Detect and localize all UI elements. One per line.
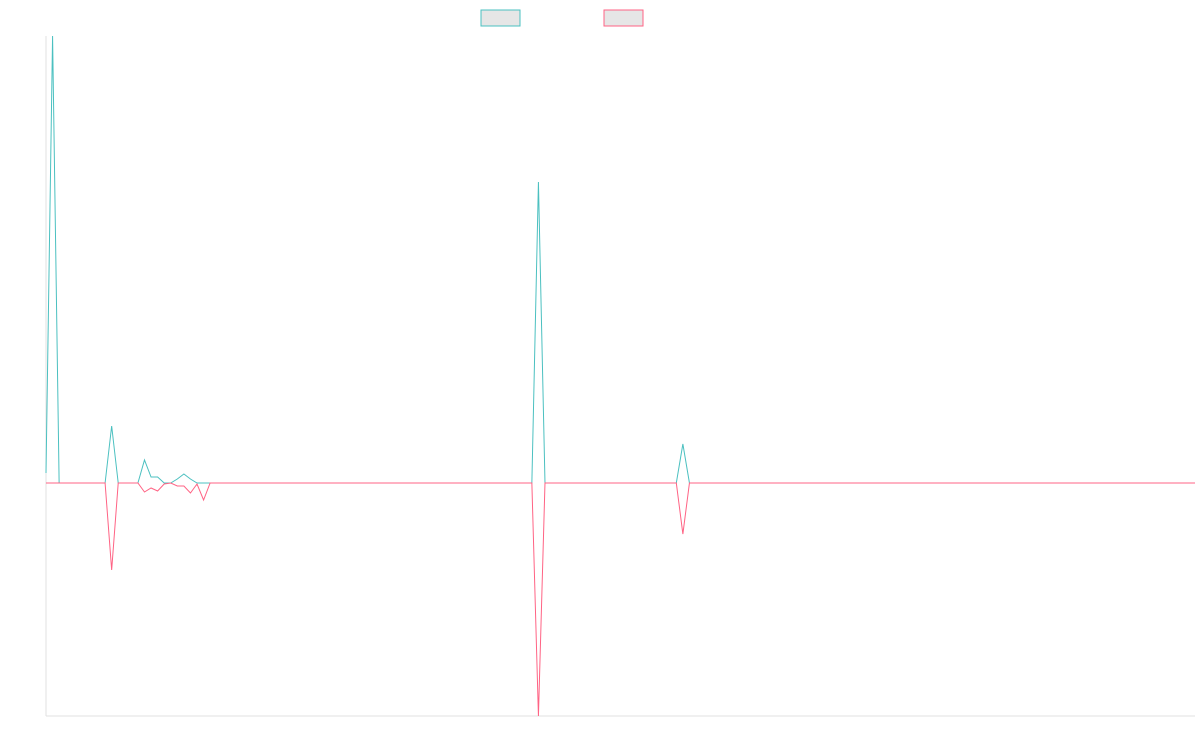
series-line: [45, 35, 1195, 484]
series-line: [46, 482, 1195, 717]
legend-swatch: [480, 9, 521, 27]
legend-swatch: [603, 9, 644, 27]
